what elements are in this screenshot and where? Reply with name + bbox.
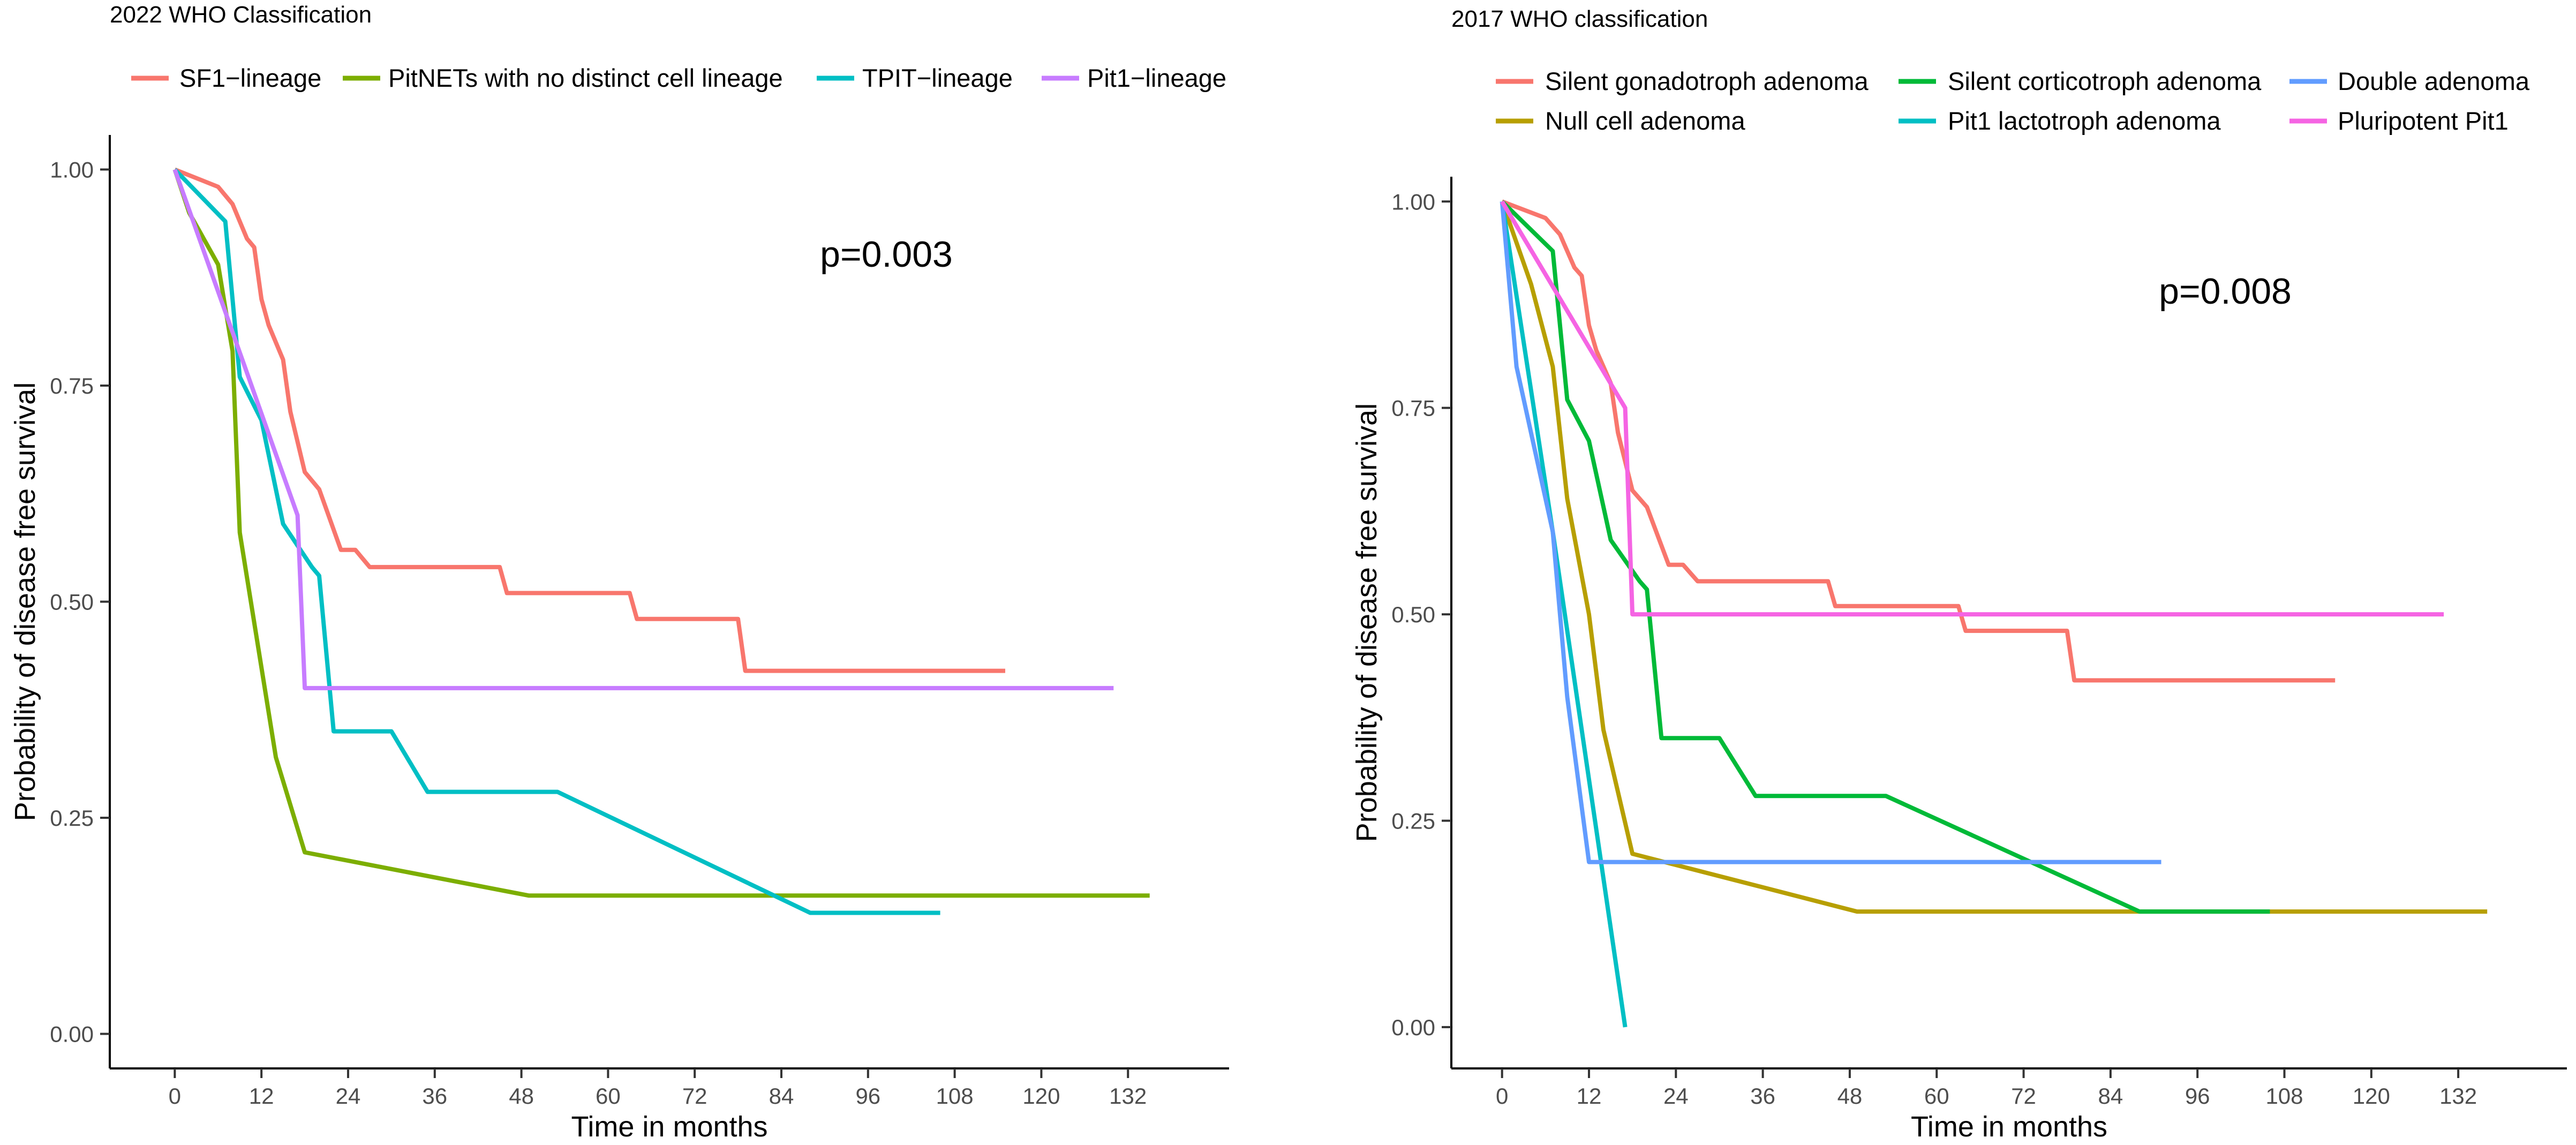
y-tick-label: 0.50 <box>50 590 94 615</box>
p-value-annotation: p=0.008 <box>2159 271 2292 312</box>
series-line-3 <box>173 168 940 915</box>
x-tick-label: 132 <box>1109 1083 1147 1109</box>
legend-label: TPIT−lineage <box>862 64 1013 92</box>
y-tick-label: 0.75 <box>50 373 94 398</box>
chart-panel-1: 2022 WHO Classification SF1−lineage PitNET… <box>9 2 1229 1143</box>
x-tick-label: 72 <box>682 1083 707 1109</box>
y-tick-label: 0.00 <box>1391 1015 1435 1040</box>
legend-label: SF1−lineage <box>179 64 321 92</box>
y-axis-label: Probability of disease free survival <box>9 382 41 821</box>
legend-label: Pluripotent Pit1 <box>2338 107 2509 135</box>
y-tick-label: 0.00 <box>50 1021 94 1046</box>
y-tick-label: 0.25 <box>1391 809 1435 834</box>
series-line-6 <box>1500 200 2444 617</box>
series-line-4 <box>1500 201 1628 1028</box>
x-tick-label: 12 <box>249 1083 274 1109</box>
x-tick-label: 60 <box>1924 1083 1949 1109</box>
y-axis-label: Probability of disease free survival <box>1351 403 1383 842</box>
legend-label: Pit1 lactotroph adenoma <box>1948 107 2221 135</box>
legend-label: Pit1−lineage <box>1087 64 1226 92</box>
x-tick-label: 48 <box>509 1083 534 1109</box>
legend: SF1−lineage PitNETs with no distinct cell… <box>131 64 1226 92</box>
chart-title: 2017 WHO classification <box>1451 6 1708 32</box>
legend-label: Silent gonadotroph adenoma <box>1545 67 1869 95</box>
x-tick-label: 0 <box>169 1083 181 1109</box>
x-tick-label: 108 <box>936 1083 974 1109</box>
x-tick-label: 60 <box>596 1083 621 1109</box>
chart-panel-2: 2017 WHO classification Silent gonadotrop… <box>1351 6 2567 1143</box>
x-tick-label: 48 <box>1837 1083 1863 1109</box>
x-tick-label: 36 <box>1750 1083 1775 1109</box>
series-line-4 <box>172 169 1114 690</box>
y-tick-label: 0.75 <box>1391 396 1435 421</box>
series-line-1 <box>1501 199 2336 683</box>
x-tick-label: 96 <box>2185 1083 2210 1109</box>
x-axis-label: Time in months <box>1911 1111 2107 1143</box>
x-tick-label: 132 <box>2439 1083 2477 1109</box>
series-group <box>1500 199 2488 1028</box>
series-line-5 <box>1500 201 2161 864</box>
legend-label: Null cell adenoma <box>1545 107 1745 135</box>
x-axis-label: Time in months <box>571 1111 767 1143</box>
legend: Silent gonadotroph adenoma Silent cortico… <box>1496 67 2530 135</box>
y-tick-label: 1.00 <box>50 157 94 183</box>
series-line-2 <box>1500 200 2488 914</box>
y-tick-label: 1.00 <box>1391 189 1435 214</box>
x-tick-label: 96 <box>855 1083 880 1109</box>
series-group <box>172 167 1150 915</box>
x-tick-label: 72 <box>2011 1083 2036 1109</box>
series-line-1 <box>174 167 1005 673</box>
x-tick-label: 24 <box>1663 1083 1689 1109</box>
x-tick-label: 12 <box>1577 1083 1602 1109</box>
series-line-2 <box>172 169 1150 898</box>
x-tick-label: 0 <box>1496 1083 1508 1109</box>
p-value-annotation: p=0.003 <box>820 234 953 275</box>
legend-label: PitNETs with no distinct cell lineage <box>388 64 783 92</box>
x-tick-label: 120 <box>2353 1083 2390 1109</box>
x-tick-label: 120 <box>1022 1083 1060 1109</box>
legend-label: Silent corticotroph adenoma <box>1948 67 2262 95</box>
x-tick-label: 108 <box>2265 1083 2303 1109</box>
y-tick-label: 0.50 <box>1391 602 1435 627</box>
legend-label: Double adenoma <box>2338 67 2530 95</box>
x-tick-label: 24 <box>336 1083 361 1109</box>
chart-title: 2022 WHO Classification <box>110 2 372 28</box>
x-tick-label: 84 <box>2098 1083 2123 1109</box>
x-tick-label: 36 <box>422 1083 447 1109</box>
y-tick-label: 0.25 <box>50 805 94 831</box>
series-line-3 <box>1500 200 2270 914</box>
x-tick-label: 84 <box>769 1083 794 1109</box>
